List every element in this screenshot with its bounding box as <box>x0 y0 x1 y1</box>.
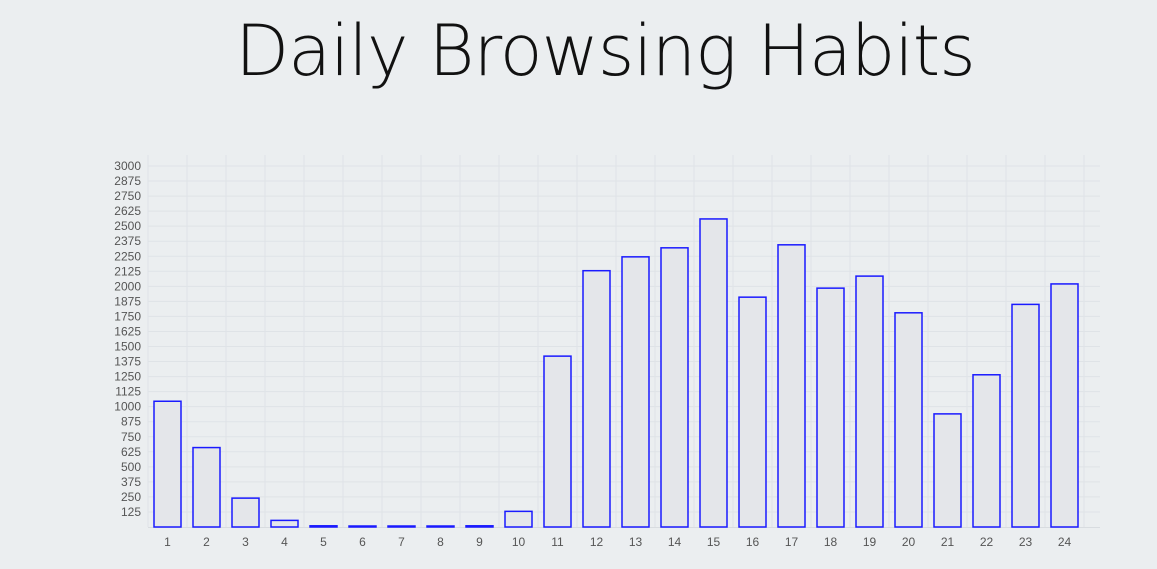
bar <box>153 400 182 528</box>
y-tick-label: 1375 <box>114 355 141 369</box>
y-tick-label: 1875 <box>114 294 141 308</box>
bar <box>816 287 845 528</box>
y-tick-label: 1125 <box>115 385 141 399</box>
x-tick-label: 9 <box>476 535 483 549</box>
bar <box>699 218 728 528</box>
x-tick-label: 20 <box>902 535 916 549</box>
bar <box>543 355 572 528</box>
bar <box>1011 303 1040 528</box>
x-tick-label: 13 <box>629 535 643 549</box>
x-tick-label: 6 <box>359 535 366 549</box>
x-tick-label: 24 <box>1058 535 1072 549</box>
y-tick-label: 2375 <box>114 234 141 248</box>
x-tick-label: 12 <box>590 535 604 549</box>
bar <box>738 296 767 528</box>
y-tick-label: 125 <box>121 505 141 519</box>
y-tick-label: 1500 <box>114 340 141 354</box>
bar-layer <box>153 218 1079 528</box>
bar <box>504 510 533 528</box>
y-tick-label: 1250 <box>114 370 141 384</box>
bar <box>660 247 689 528</box>
x-tick-label: 17 <box>785 535 799 549</box>
y-axis: 1252503755006257508751000112512501375150… <box>114 159 141 519</box>
y-tick-label: 2875 <box>114 174 141 188</box>
x-tick-label: 8 <box>437 535 444 549</box>
x-tick-label: 10 <box>512 535 526 549</box>
x-axis: 1 2 3 4 5 6 7 8 9 10 11 12 13 14 15 16 17 18 19 20 21 22 23 24 <box>164 535 1071 549</box>
x-tick-label: 21 <box>941 535 955 549</box>
bar <box>933 413 962 528</box>
x-tick-label: 14 <box>668 535 682 549</box>
x-tick-label: 2 <box>203 535 210 549</box>
x-tick-label: 19 <box>863 535 877 549</box>
x-tick-label: 18 <box>824 535 838 549</box>
y-tick-label: 500 <box>121 460 141 474</box>
bar <box>972 374 1001 528</box>
x-tick-label: 23 <box>1019 535 1033 549</box>
y-tick-label: 2125 <box>114 264 141 278</box>
bar <box>777 244 806 528</box>
y-tick-label: 2500 <box>114 219 141 233</box>
y-tick-label: 1750 <box>114 309 141 323</box>
bar <box>582 269 611 528</box>
bar <box>894 312 923 528</box>
y-tick-label: 2000 <box>114 279 141 293</box>
bar <box>231 497 260 528</box>
x-tick-label: 16 <box>746 535 760 549</box>
x-tick-label: 4 <box>281 535 288 549</box>
y-tick-label: 3000 <box>114 159 141 173</box>
bar <box>465 525 494 528</box>
x-tick-label: 7 <box>398 535 405 549</box>
y-tick-label: 750 <box>121 430 141 444</box>
x-tick-label: 3 <box>242 535 249 549</box>
y-tick-label: 375 <box>121 475 141 489</box>
bar <box>387 525 416 528</box>
x-tick-label: 22 <box>980 535 994 549</box>
x-tick-label: 11 <box>551 535 564 549</box>
y-tick-label: 2250 <box>114 249 141 263</box>
x-tick-label: 15 <box>707 535 721 549</box>
bar <box>426 525 455 528</box>
bar <box>855 275 884 528</box>
bar <box>348 525 377 528</box>
y-tick-label: 625 <box>121 445 141 459</box>
bar <box>621 256 650 528</box>
y-tick-label: 1000 <box>114 400 141 414</box>
chart-title: Daily Browsing Habits <box>235 10 975 92</box>
bar <box>1050 283 1079 528</box>
y-tick-label: 250 <box>121 490 141 504</box>
y-tick-label: 2750 <box>114 189 141 203</box>
y-tick-label: 1625 <box>114 324 141 338</box>
x-tick-label: 5 <box>320 535 327 549</box>
y-tick-label: 2625 <box>114 204 141 218</box>
bar <box>309 525 338 528</box>
bar <box>192 446 221 528</box>
y-tick-label: 875 <box>121 415 141 429</box>
x-tick-label: 1 <box>164 535 171 549</box>
bar <box>270 519 299 528</box>
